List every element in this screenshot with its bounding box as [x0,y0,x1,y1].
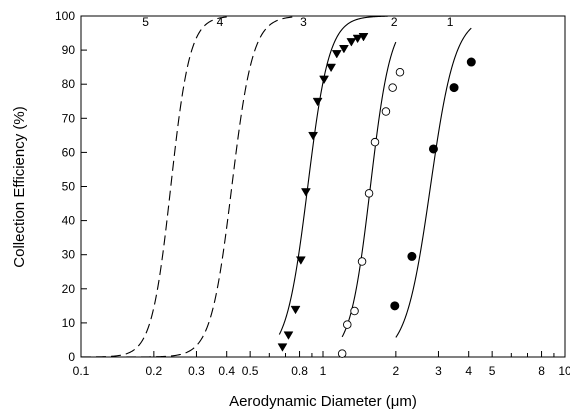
x-tick-label: 0.2 [146,364,163,378]
point-series-3 [290,305,301,315]
plot-frame [80,15,566,358]
x-tick-label: 0.4 [218,364,235,378]
point-series-2 [370,137,380,147]
x-tick-label: 0.5 [242,364,259,378]
x-tick-label: 5 [489,364,496,378]
fit-curve-4 [81,16,293,358]
curve-label-5: 5 [142,15,149,29]
point-series-3 [358,33,369,42]
point-series-3 [312,97,323,107]
x-tick-label: 2 [393,364,400,378]
fit-curve-5 [81,16,227,358]
y-tick-label: 100 [55,9,75,23]
x-tick-label: 8 [538,364,545,378]
point-series-2 [343,320,352,329]
y-tick-label: 10 [62,316,76,330]
point-series-2 [350,306,359,316]
point-series-2 [381,107,391,116]
curve-label-4: 4 [217,15,224,29]
x-tick-label: 10 [558,364,570,378]
point-series-3 [277,343,288,352]
point-series-3 [283,331,294,340]
x-tick-label: 4 [465,364,472,378]
point-series-3 [295,256,306,265]
point-series-3 [346,38,357,47]
y-tick-label: 40 [62,214,76,228]
x-axis: 0.1 0.2 0.3 0.4 0.5 0.8 1 2 3 4 5 8 10 [73,351,570,378]
point-series-2 [337,349,347,358]
point-series-2 [388,83,397,92]
point-series-1 [428,144,438,154]
x-axis-title: Aerodynamic Diameter (μm) [229,393,417,410]
point-series-1 [449,83,459,93]
y-tick-label: 90 [62,43,76,57]
point-series-3 [352,34,363,44]
point-series-1 [390,301,400,311]
y-tick-label: 20 [62,282,76,296]
x-tick-label: 3 [435,364,442,378]
y-tick-label: 30 [62,248,76,262]
point-series-3 [300,188,311,197]
y-axis: 0 10 20 30 40 50 60 70 80 90 100 [55,9,87,364]
point-series-2 [357,257,367,266]
y-tick-label: 70 [62,111,76,125]
x-tick-label: 0.3 [188,364,205,378]
fit-curves [81,15,472,358]
point-series-3 [338,44,349,54]
point-series-3 [331,50,342,59]
y-tick-label: 60 [62,145,76,159]
point-series-3 [326,63,337,73]
data-points [277,33,476,358]
y-tick-label: 0 [68,350,75,364]
x-tick-label: 0.8 [291,364,308,378]
curve-label-2: 2 [391,15,398,29]
point-series-2 [395,68,405,77]
curve-label-3: 3 [300,15,307,29]
curve-labels: 5 4 3 2 1 [142,15,453,29]
curve-label-1: 1 [447,15,454,29]
x-tick-label: 1 [320,364,327,378]
point-series-3 [319,75,329,85]
point-series-1 [466,57,476,67]
y-tick-label: 80 [62,77,76,91]
x-tick-label: 0.1 [73,364,90,378]
y-tick-label: 50 [62,180,76,194]
fit-curve-3 [278,15,388,335]
point-series-3 [308,131,319,141]
fit-curve-1 [395,27,472,338]
point-series-2 [364,189,374,198]
y-axis-title: Collection Efficiency (%) [11,106,28,267]
point-series-1 [407,251,417,261]
